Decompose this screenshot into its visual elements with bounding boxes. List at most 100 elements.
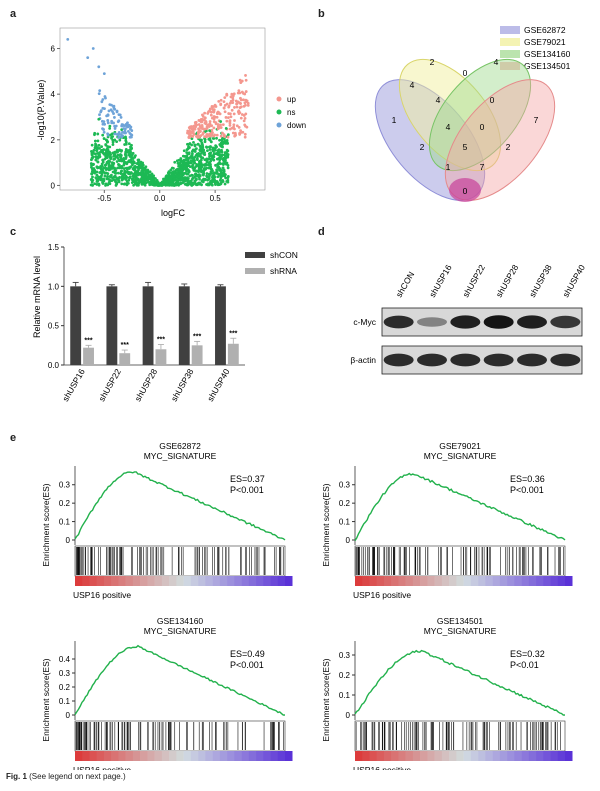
volcano-point-ns [158,183,162,186]
volcano-point-ns [224,156,228,159]
volcano-point-ns [185,151,189,154]
volcano-point-up [205,133,209,137]
volcano-point-ns [120,182,124,186]
volcano-point-ns [130,153,134,157]
volcano-point-ns [196,183,199,186]
volcano-point-ns [209,140,213,144]
bar-category-label: shUSP16 [60,367,87,403]
volcano-point-ns [219,149,223,153]
volcano-point-ns [175,171,179,175]
volcano-point-ns [221,178,225,182]
volcano-point-up [217,110,220,114]
bar-ytick-label: 1.0 [48,282,60,291]
volcano-point-ns [132,183,136,187]
volcano-point-ns [226,180,230,184]
volcano-point-ns [182,166,186,170]
volcano-point-up [239,116,243,120]
volcano-point-ns [122,163,126,167]
volcano-point-ns [113,174,117,178]
volcano-point-down [98,89,102,93]
legend-ns-marker [276,109,282,115]
volcano-point-up [223,96,227,100]
venn-legend-label-3: GSE134160 [524,49,571,59]
volcano-point-ns [200,164,204,168]
volcano-point-up [200,123,204,127]
volcano-point-ns [148,181,152,185]
gsea-ytick-label: 0.3 [59,669,71,678]
volcano-point-ns [96,160,100,164]
volcano-point-up [237,109,241,113]
volcano-point-down [106,133,110,137]
volcano-point-down [120,135,123,139]
volcano-point-ns [127,178,131,182]
venn-legend-swatch-1 [500,26,520,34]
volcano-point-ns [202,178,206,182]
volcano-point-ns [137,164,141,168]
volcano-point-ns [172,167,175,170]
blot-band [550,315,581,329]
gsea-rank-segment [256,751,264,761]
blot-band [383,353,414,367]
gsea-rank-segment [420,576,428,586]
blot-band [517,353,547,367]
volcano-point-ns [188,180,192,184]
bar-significance: *** [84,337,92,344]
volcano-point-up [191,128,195,132]
gsea-xlabel: USP16 positive [73,590,131,600]
volcano-point-ns [205,146,209,149]
volcano-point-ns [224,126,228,130]
volcano-point-up [233,134,237,138]
blot-membrane [381,307,583,337]
volcano-point-up [242,119,246,123]
western-blot: shCON shUSP16 shUSP22 shUSP28 shUSP38 shUSP40… [350,263,587,375]
volcano-point-ns [220,181,223,184]
gsea-rank-segment [543,751,551,761]
gsea-title-dataset: GSE134160 [157,616,204,626]
gsea-title-signature: MYC_SIGNATURE [144,451,217,461]
volcano-point-ns [105,171,109,175]
gsea-rank-segment [183,576,192,586]
volcano-point-ns [211,146,215,150]
venn-count: 7 [534,115,539,125]
gsea-rank-segment [492,751,501,761]
gsea-rank-segment [140,576,148,586]
volcano-point-ns [89,162,93,165]
volcano-point-up [233,119,236,122]
gsea-ytick-label: 0.2 [339,671,351,680]
volcano-point-up [222,100,226,104]
volcano-point-ns [201,143,204,146]
volcano-point-down [102,130,106,134]
volcano-point-ns [203,168,206,172]
venn-legend-label-1: GSE62872 [524,25,566,35]
volcano-point-ns [194,178,198,181]
volcano-point-ns [107,164,111,167]
gsea-rank-segment [434,751,443,761]
volcano-point-ns [138,179,142,183]
volcano-point-ns [172,173,176,176]
volcano-point-up [223,110,227,114]
volcano-point-down [117,113,121,117]
blot-band [383,315,414,329]
gsea-ytick-label: 0.2 [59,683,71,692]
volcano-point-ns [124,166,128,170]
venn-ellipse-gse79021 [398,58,502,172]
gsea-ylabel: Enrichment score(ES) [321,483,331,566]
gsea-rank-segment [161,576,170,586]
volcano-point-up [201,113,204,117]
volcano-point-ns [95,183,99,186]
volcano-point-ns [147,174,151,177]
volcano-point-ns [207,182,211,186]
volcano-point-down [115,109,119,113]
volcano-point-ns [195,156,199,160]
gsea-rank-segment [557,751,566,761]
volcano-point-ns [191,149,194,153]
blot-band [417,317,447,327]
volcano-point-down [113,127,117,130]
venn-count: 2 [420,142,425,152]
gsea-rank-segment [383,751,392,761]
gsea-rank-segment [492,576,501,586]
gsea-rank-segment [103,576,112,586]
gsea-rank-segment [463,576,472,586]
volcano-point-up [207,134,211,138]
